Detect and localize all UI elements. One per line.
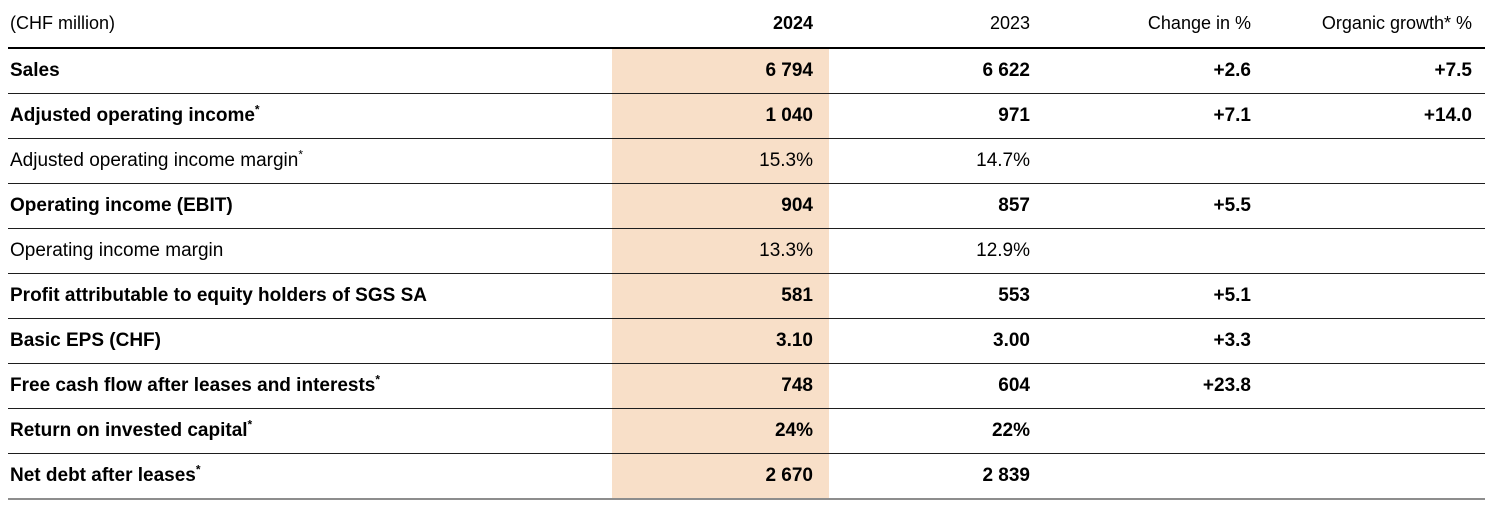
value-change: [1043, 408, 1264, 454]
metric-label-text: Net debt after leases: [10, 465, 196, 486]
footnote-asterisk: *: [195, 462, 201, 477]
metric-label: Basic EPS (CHF): [8, 318, 612, 364]
metric-label: Return on invested capital*: [8, 408, 612, 454]
column-header-unit: (CHF million): [8, 0, 612, 49]
financial-highlights-table: (CHF million) 2024 2023 Change in % Orga…: [8, 0, 1485, 500]
value-organic: [1264, 408, 1485, 454]
metric-label: Free cash flow after leases and interest…: [8, 363, 612, 409]
value-2024: 2 670: [612, 453, 829, 500]
value-organic: [1264, 183, 1485, 229]
metric-label-text: Adjusted operating income: [10, 105, 255, 126]
table-body: Sales 6 794 6 622 +2.6 +7.5 Adjusted ope…: [8, 48, 1485, 500]
value-2023: 6 622: [829, 48, 1043, 94]
value-change: [1043, 228, 1264, 274]
column-header-2024: 2024: [612, 0, 829, 49]
value-2024: 24%: [612, 408, 829, 454]
footnote-asterisk: *: [247, 417, 253, 432]
value-change: [1043, 453, 1264, 500]
metric-label-text: Profit attributable to equity holders of…: [10, 285, 427, 306]
value-organic: [1264, 138, 1485, 184]
column-header-2023: 2023: [829, 0, 1043, 49]
value-organic: [1264, 228, 1485, 274]
column-header-change: Change in %: [1043, 0, 1264, 49]
value-organic: [1264, 453, 1485, 500]
value-change: +3.3: [1043, 318, 1264, 364]
value-organic: [1264, 363, 1485, 409]
value-change: +23.8: [1043, 363, 1264, 409]
table-row-sales: Sales 6 794 6 622 +2.6 +7.5: [8, 48, 1485, 94]
value-change: +5.5: [1043, 183, 1264, 229]
table-row-return-on-invested-capital: Return on invested capital* 24% 22%: [8, 408, 1485, 454]
value-change: +7.1: [1043, 93, 1264, 139]
table-row-net-debt: Net debt after leases* 2 670 2 839: [8, 453, 1485, 500]
metric-label-text: Adjusted operating income margin: [10, 150, 299, 171]
table-header: (CHF million) 2024 2023 Change in % Orga…: [8, 0, 1485, 49]
table-row-operating-income-ebit: Operating income (EBIT) 904 857 +5.5: [8, 183, 1485, 229]
table-row-free-cash-flow: Free cash flow after leases and interest…: [8, 363, 1485, 409]
value-2024: 581: [612, 273, 829, 319]
value-2023: 3.00: [829, 318, 1043, 364]
metric-label-text: Operating income (EBIT): [10, 195, 233, 216]
footnote-asterisk: *: [375, 372, 381, 387]
metric-label-text: Return on invested capital: [10, 420, 248, 441]
value-2024: 13.3%: [612, 228, 829, 274]
table-row-adjusted-operating-income: Adjusted operating income* 1 040 971 +7.…: [8, 93, 1485, 139]
value-2023: 971: [829, 93, 1043, 139]
value-2023: 2 839: [829, 453, 1043, 500]
value-2023: 14.7%: [829, 138, 1043, 184]
value-2023: 857: [829, 183, 1043, 229]
footnote-asterisk: *: [298, 147, 304, 162]
metric-label: Profit attributable to equity holders of…: [8, 273, 612, 319]
column-header-organic: Organic growth* %: [1264, 0, 1485, 49]
value-change: [1043, 138, 1264, 184]
metric-label: Adjusted operating income*: [8, 93, 612, 139]
value-2024: 904: [612, 183, 829, 229]
value-2024: 1 040: [612, 93, 829, 139]
metric-label: Adjusted operating income margin*: [8, 138, 612, 184]
value-2023: 604: [829, 363, 1043, 409]
value-2024: 3.10: [612, 318, 829, 364]
metric-label-text: Basic EPS (CHF): [10, 330, 161, 351]
metric-label: Sales: [8, 48, 612, 94]
value-2023: 12.9%: [829, 228, 1043, 274]
footnote-asterisk: *: [254, 102, 260, 117]
metric-label-text: Free cash flow after leases and interest…: [10, 375, 376, 396]
value-organic: [1264, 318, 1485, 364]
metric-label: Net debt after leases*: [8, 453, 612, 500]
metric-label: Operating income (EBIT): [8, 183, 612, 229]
value-organic: +7.5: [1264, 48, 1485, 94]
value-organic: +14.0: [1264, 93, 1485, 139]
value-2024: 748: [612, 363, 829, 409]
value-organic: [1264, 273, 1485, 319]
value-2023: 553: [829, 273, 1043, 319]
table-row-profit-attributable: Profit attributable to equity holders of…: [8, 273, 1485, 319]
table-row-basic-eps: Basic EPS (CHF) 3.10 3.00 +3.3: [8, 318, 1485, 364]
value-change: +5.1: [1043, 273, 1264, 319]
metric-label: Operating income margin: [8, 228, 612, 274]
table-row-operating-income-margin: Operating income margin 13.3% 12.9%: [8, 228, 1485, 274]
value-2023: 22%: [829, 408, 1043, 454]
value-2024: 6 794: [612, 48, 829, 94]
metric-label-text: Sales: [10, 60, 60, 81]
metric-label-text: Operating income margin: [10, 240, 224, 261]
value-2024: 15.3%: [612, 138, 829, 184]
header-row: (CHF million) 2024 2023 Change in % Orga…: [8, 0, 1485, 49]
table-row-adjusted-operating-income-margin: Adjusted operating income margin* 15.3% …: [8, 138, 1485, 184]
value-change: +2.6: [1043, 48, 1264, 94]
